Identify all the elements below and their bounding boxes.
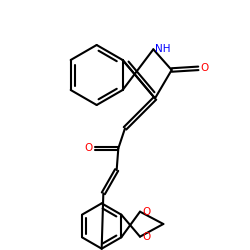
Text: O: O xyxy=(142,232,150,242)
Text: O: O xyxy=(200,63,208,73)
Text: O: O xyxy=(85,143,93,153)
Text: NH: NH xyxy=(155,44,171,54)
Text: O: O xyxy=(142,207,150,217)
